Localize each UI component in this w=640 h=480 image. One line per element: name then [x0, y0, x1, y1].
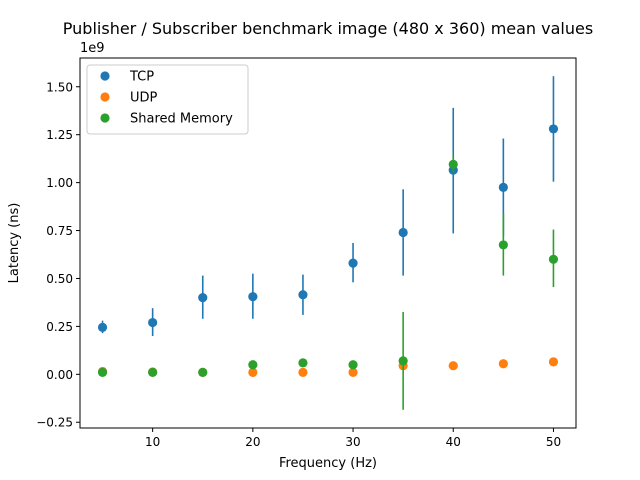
y-axis-offset-label: 1e9: [80, 41, 105, 56]
y-tick-label: −0.25: [36, 416, 73, 430]
y-tick-label: 0.50: [46, 272, 73, 286]
shared-memory-point: [148, 367, 158, 378]
shared-memory-point: [248, 360, 258, 370]
udp-point: [298, 367, 308, 378]
tcp-point: [248, 292, 258, 302]
shared-memory-point: [198, 367, 208, 378]
shared-memory-point: [348, 360, 358, 370]
series-shared-memory: [97, 155, 559, 410]
y-tick-label: 1.00: [46, 176, 73, 190]
shared-memory-point: [398, 356, 408, 366]
x-tick-label: 30: [345, 435, 360, 449]
x-tick-label: 20: [245, 435, 260, 449]
legend-entries: TCP UDP Shared Memory: [100, 70, 233, 127]
tcp-point: [148, 317, 158, 328]
y-tick-label: 1.25: [46, 128, 73, 142]
tcp-point: [498, 182, 508, 193]
y-axis-label: Latency (ns): [7, 203, 22, 284]
legend-marker-tcp: [100, 71, 110, 81]
legend: TCP UDP Shared Memory: [86, 64, 249, 135]
legend-label-udp: UDP: [130, 91, 158, 106]
y-tick-label: 0.75: [46, 224, 73, 238]
legend-label-shared-memory: Shared Memory: [130, 112, 233, 127]
shared-memory-point: [498, 240, 508, 250]
shared-memory-point: [97, 367, 108, 378]
legend-marker-udp: [100, 92, 110, 102]
axes-frame: [79, 57, 577, 429]
shared-memory-point: [298, 358, 308, 368]
tcp-point: [198, 293, 208, 303]
x-tick-label: 10: [145, 435, 160, 449]
x-axis-ticks: 10 20 30 40 50: [145, 428, 561, 449]
tcp-point: [348, 258, 358, 268]
udp-point: [498, 359, 508, 369]
y-tick-label: 0.00: [46, 368, 73, 382]
shared-memory-point: [448, 159, 458, 169]
legend-marker-shared-memory: [100, 113, 110, 123]
y-tick-label: 0.25: [46, 320, 73, 334]
x-tick-label: 40: [446, 435, 461, 449]
x-axis-label: Frequency (Hz): [279, 456, 377, 471]
udp-point: [348, 367, 358, 378]
udp-point: [548, 357, 559, 367]
tcp-point: [298, 290, 308, 300]
legend-box: [86, 64, 249, 135]
udp-point: [248, 367, 258, 378]
tcp-point: [97, 322, 108, 332]
chart-title: Publisher / Subscriber benchmark image (…: [63, 19, 593, 38]
data-series: [97, 76, 559, 410]
legend-label-tcp: TCP: [129, 70, 154, 85]
tcp-point: [398, 227, 408, 238]
plot-area: 10 20 30 40 50 −0.25 0.00 0.25 0.50 0.75 1.00 1.25…: [36, 57, 577, 449]
udp-point: [448, 361, 458, 371]
shared-memory-point: [548, 254, 559, 264]
y-tick-label: 1.50: [46, 80, 73, 94]
tcp-point: [548, 124, 559, 134]
y-axis-ticks: −0.25 0.00 0.25 0.50 0.75 1.00 1.25 1.50: [36, 80, 80, 430]
x-tick-label: 50: [546, 435, 561, 449]
